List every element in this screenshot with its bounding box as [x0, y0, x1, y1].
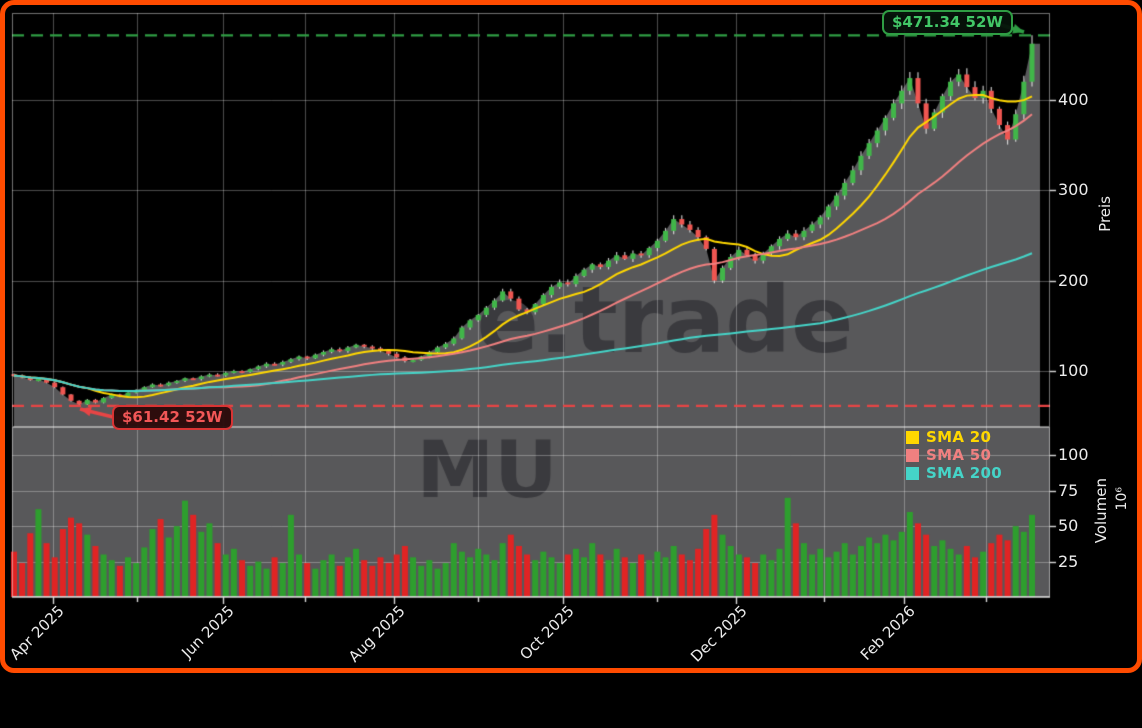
stock-chart-figure: 100 200 300 400 25 50 75 100 Apr 2025 Jun 2025 A…: [0, 0, 1142, 673]
volume-tick-label: 75: [1058, 480, 1079, 500]
price-tick-label: 400: [1058, 89, 1089, 109]
legend-swatch-icon: [906, 466, 919, 480]
price-volume-chart-canvas: [0, 0, 1142, 673]
price-tick-label: 100: [1058, 360, 1089, 380]
legend-swatch-icon: [906, 448, 919, 462]
high-52-week-annotation: $471.34 52W: [882, 10, 1013, 35]
legend-label: SMA 50: [926, 446, 992, 464]
price-tick-label: 300: [1058, 180, 1089, 200]
volume-axis-scale-label: 10⁶: [1114, 487, 1130, 511]
volume-tick-label: 100: [1058, 445, 1089, 465]
legend-swatch-icon: [906, 430, 919, 444]
price-tick-label: 200: [1058, 270, 1089, 290]
volume-tick-label: 25: [1058, 551, 1079, 571]
volume-axis-title: Volumen: [1092, 478, 1110, 544]
legend-label: SMA 200: [926, 464, 1002, 482]
volume-tick-label: 50: [1058, 516, 1079, 536]
legend-label: SMA 20: [926, 428, 992, 446]
legend-row: SMA 50: [906, 446, 1002, 464]
price-axis-title: Preis: [1096, 196, 1114, 232]
low-52-week-annotation: $61.42 52W: [112, 405, 233, 430]
legend-row: SMA 200: [906, 464, 1002, 482]
legend-row: SMA 20: [906, 428, 1002, 446]
sma-legend: SMA 20 SMA 50 SMA 200: [906, 428, 1002, 482]
